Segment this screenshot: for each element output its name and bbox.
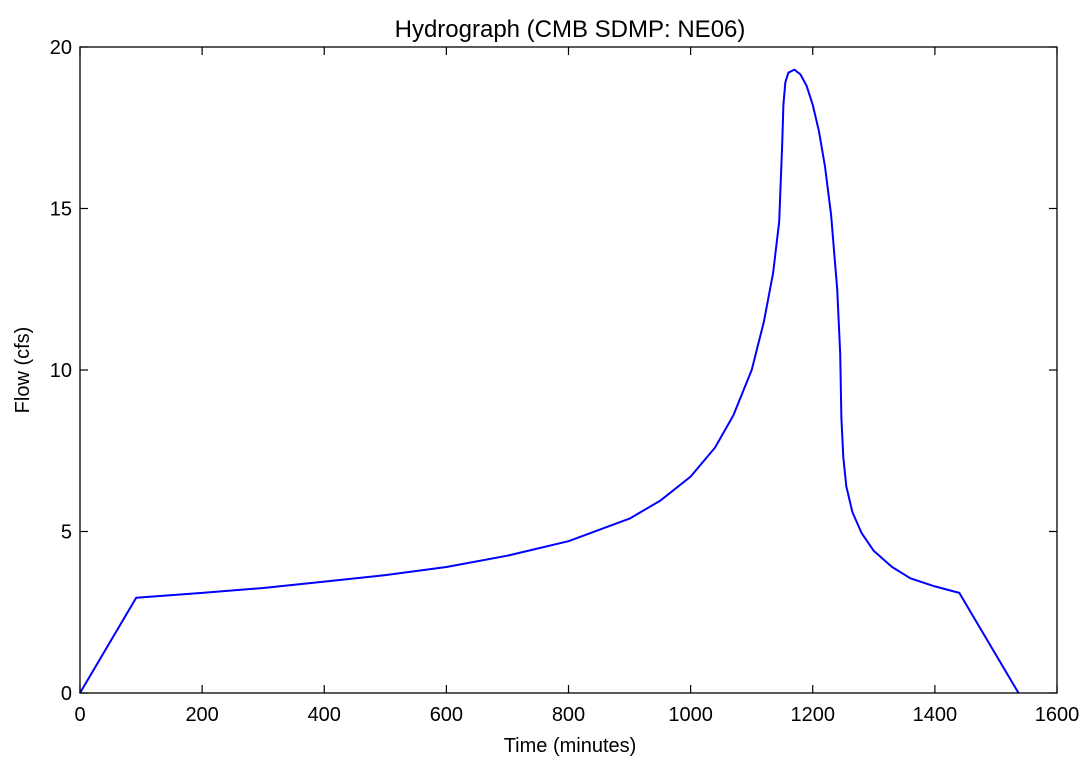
axis-ticks: 0 200 400 600 800 1000 1200 1400 1600 0 5 10 15 20 xyxy=(50,37,1080,726)
x-tick-label: 1000 xyxy=(668,704,713,726)
x-tick-label: 1600 xyxy=(1035,704,1080,726)
series-line-0 xyxy=(79,68,1020,694)
x-tick-label: 1200 xyxy=(791,704,836,726)
x-tick-label: 800 xyxy=(552,704,585,726)
x-tick-label: 1400 xyxy=(913,704,958,726)
plot-area xyxy=(79,68,1020,694)
x-tick-label: 400 xyxy=(308,704,341,726)
x-tick-label: 0 xyxy=(74,704,85,726)
chart-title: Hydrograph (CMB SDMP: NE06) xyxy=(395,16,746,43)
y-tick-label: 10 xyxy=(50,360,72,382)
x-axis-label: Time (minutes) xyxy=(504,735,637,757)
y-tick-label: 15 xyxy=(50,199,72,221)
plot-frame xyxy=(79,46,1058,694)
y-tick-label: 5 xyxy=(61,522,72,544)
x-tick-label: 200 xyxy=(185,704,218,726)
y-tick-label: 0 xyxy=(61,683,72,705)
y-tick-label: 20 xyxy=(50,37,72,59)
x-tick-label: 600 xyxy=(430,704,463,726)
y-axis-label: Flow (cfs) xyxy=(12,327,34,414)
